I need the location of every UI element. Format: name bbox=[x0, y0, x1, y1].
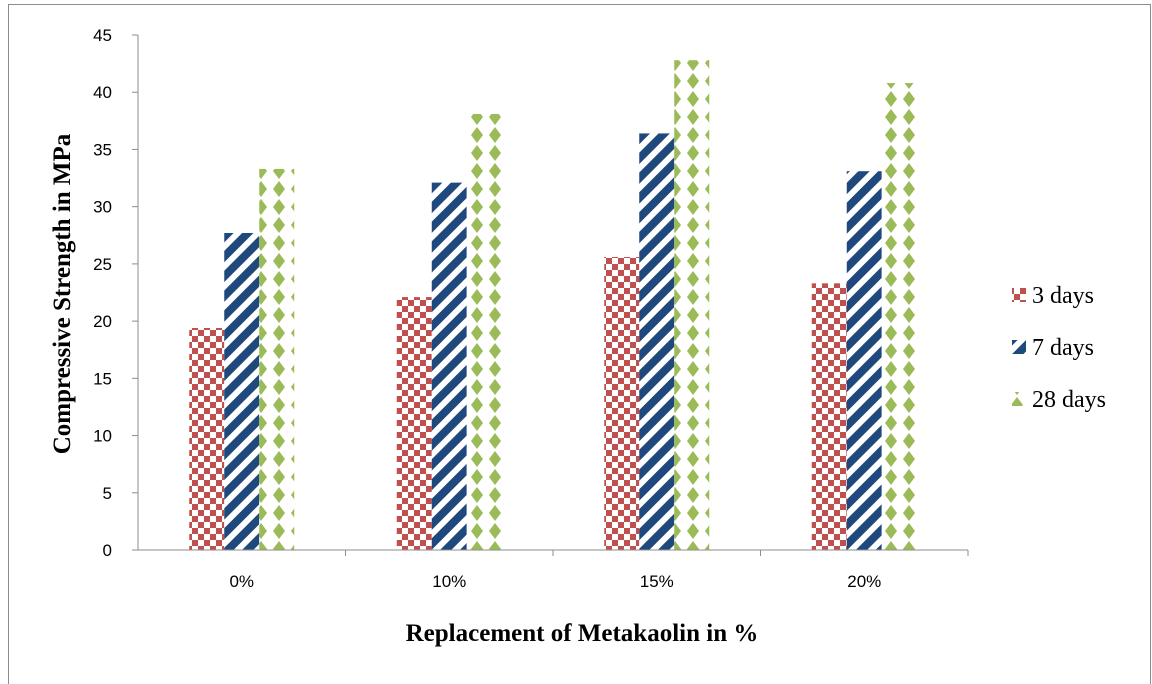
legend-swatch-3-days bbox=[1012, 288, 1026, 302]
bar-7-days-0pct bbox=[224, 232, 260, 550]
y-axis-title: Compressive Strength in MPa bbox=[49, 133, 76, 454]
bar-28-days-20pct bbox=[881, 83, 917, 551]
y-tick-label: 5 bbox=[103, 484, 112, 503]
y-tick-label: 35 bbox=[93, 140, 112, 159]
x-tick-label: 0% bbox=[229, 572, 254, 591]
y-tick-label: 40 bbox=[93, 83, 112, 102]
y-tick-label: 30 bbox=[93, 198, 112, 217]
bar-3-days-10pct bbox=[396, 297, 432, 550]
bar-28-days-10pct bbox=[466, 113, 502, 550]
x-tick-label: 20% bbox=[847, 572, 881, 591]
bar-28-days-0pct bbox=[259, 168, 295, 550]
bar-7-days-20pct bbox=[846, 171, 882, 550]
legend-swatch-7-days bbox=[1012, 340, 1026, 354]
y-tick-label: 25 bbox=[93, 255, 112, 274]
y-tick-label: 20 bbox=[93, 312, 112, 331]
legend-swatch-28-days bbox=[1012, 392, 1026, 406]
bar-28-days-15pct bbox=[674, 60, 710, 551]
y-tick-label: 15 bbox=[93, 369, 112, 388]
x-axis-ticks: 0% 10% 15% 20% bbox=[229, 550, 969, 591]
bar-3-days-0pct bbox=[189, 327, 225, 550]
x-tick-label: 15% bbox=[640, 572, 674, 591]
y-tick-label: 10 bbox=[93, 427, 112, 446]
bar-7-days-15pct bbox=[639, 133, 675, 550]
y-axis-ticks: 0 5 10 15 20 25 30 35 40 45 bbox=[93, 26, 138, 560]
legend: 3 days 7 days 28 days bbox=[1012, 283, 1106, 413]
x-tick-label: 10% bbox=[432, 572, 466, 591]
bar-3-days-20pct bbox=[811, 283, 847, 550]
legend-label-3-days: 3 days bbox=[1032, 283, 1094, 309]
legend-label-7-days: 7 days bbox=[1032, 335, 1094, 361]
bar-7-days-10pct bbox=[431, 182, 467, 550]
y-tick-label: 0 bbox=[103, 541, 112, 560]
y-tick-label: 45 bbox=[93, 26, 112, 45]
legend-label-28-days: 28 days bbox=[1032, 387, 1106, 413]
bar-3-days-15pct bbox=[604, 257, 640, 550]
bars bbox=[189, 60, 917, 551]
x-axis-title: Replacement of Metakaolin in % bbox=[406, 620, 759, 647]
